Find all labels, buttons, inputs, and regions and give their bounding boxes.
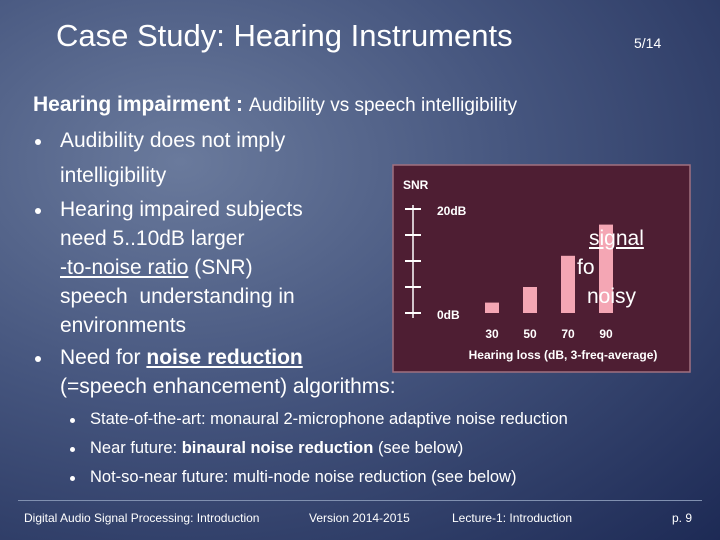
text: Near future: (90, 439, 178, 457)
sub-bullet: Not-so-near future: multi-node noise red… (90, 468, 517, 486)
underlined-text: -to-noise ratio (60, 256, 189, 279)
footer-text: p. 9 (672, 511, 693, 525)
footer-rule (18, 500, 702, 501)
text: (see below) (377, 439, 464, 457)
footer-text: Version 2014-2015 (309, 511, 410, 525)
bullet-dot (35, 139, 41, 145)
body-line: environments (60, 314, 187, 337)
bar (523, 287, 537, 313)
text: Need for (60, 346, 141, 369)
subtitle-rest: Audibility vs speech intelligibility (248, 95, 518, 116)
bar (485, 302, 499, 313)
sub-bullet: State-of-the-art: monaural 2-microphone … (90, 410, 568, 428)
footer-text: Lecture-1: Introduction (452, 511, 573, 525)
x-axis-label: Hearing loss (dB, 3-freq-average) (469, 348, 658, 362)
x-tick-label: 30 (485, 327, 499, 341)
x-tick-label: 50 (523, 327, 537, 341)
slide-title: Case Study: Hearing Instruments (56, 18, 513, 53)
subtitle: Hearing impairment : Audibility vs speec… (33, 94, 517, 115)
body-line: Audibility does not imply (60, 129, 286, 152)
body-line: -to-noise ratio (SNR) (60, 257, 253, 278)
y-tick-label: 0dB (437, 308, 460, 322)
y-axis-label: SNR (403, 178, 429, 192)
subtitle-bold: Hearing impairment : (33, 93, 244, 116)
body-line: Hearing impaired subjects (60, 198, 303, 221)
sub-bullet-dot (70, 476, 75, 481)
bold-text: binaural noise reduction (181, 439, 374, 457)
sub-bullet-dot (70, 447, 75, 452)
bullet-dot (35, 208, 41, 214)
chart-background (392, 164, 691, 373)
text: (SNR) (194, 256, 253, 279)
x-tick-label: 90 (599, 327, 613, 341)
slide-number: 5/14 (634, 35, 662, 51)
x-tick-label: 70 (561, 327, 575, 341)
sub-bullet: Near future: binaural noise reduction (s… (90, 440, 463, 457)
bullet-dot (35, 356, 41, 362)
footer-text: Digital Audio Signal Processing: Introdu… (24, 511, 260, 525)
bar (599, 224, 613, 313)
body-line: intelligibility (60, 164, 167, 187)
body-fragment: fo (577, 256, 595, 279)
body-line: speech understanding in (60, 285, 295, 308)
body-line: Need for noise reduction (60, 347, 303, 368)
body-fragment: signal (589, 227, 644, 250)
y-tick-label: 20dB (437, 204, 467, 218)
body-line: (=speech enhancement) algorithms: (60, 375, 396, 398)
body-fragment: noisy (587, 285, 637, 308)
sub-bullet-dot (70, 418, 75, 423)
bar (561, 255, 575, 313)
body-line: need 5..10dB larger (60, 227, 245, 250)
bold-text: noise reduction (146, 346, 303, 369)
